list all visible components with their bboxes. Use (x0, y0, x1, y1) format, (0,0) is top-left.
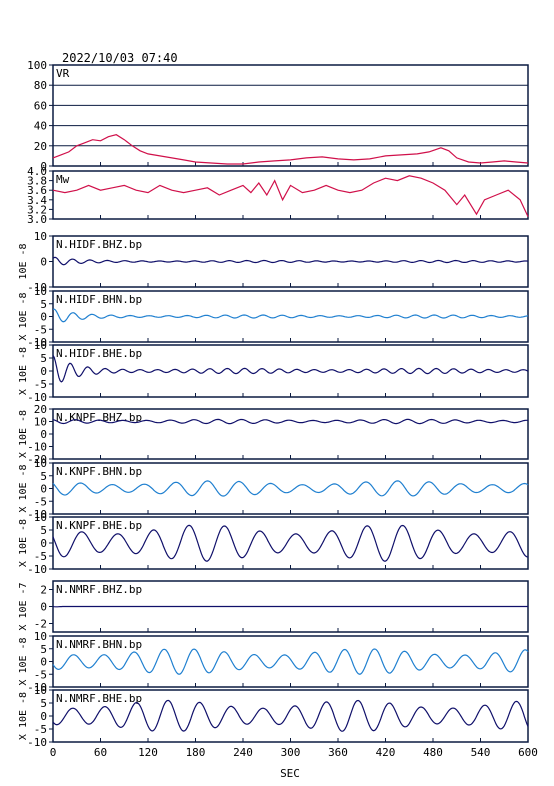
series-line-nmrf_bhn (53, 649, 528, 674)
y-tick-label-knpf_bhe-3: -5 (34, 550, 47, 563)
y-tick-label-hidf_bhe-3: -5 (34, 378, 47, 391)
y-axis-label-hidf_bhe: X 10E -8 (18, 347, 29, 395)
y-tick-label-nmrf_bhe-1: 5 (40, 697, 47, 710)
x-tick-label-0: 0 (50, 746, 57, 759)
y-tick-label-hidf_bhn-0: 10 (34, 285, 47, 298)
y-tick-label-hidf_bhn-1: 5 (40, 298, 47, 311)
y-tick-label-knpf_bhe-0: 10 (34, 511, 47, 524)
y-tick-label-vr-2: 60 (34, 99, 47, 112)
y-tick-label-vr-4: 20 (34, 140, 47, 153)
y-tick-label-knpf_bhz-2: 0 (40, 428, 47, 441)
y-axis-label-nmrf_bhn: X 10E -8 (18, 637, 29, 685)
y-tick-label-nmrf_bhz-2: -2 (34, 618, 47, 631)
x-tick-label-1: 60 (94, 746, 107, 759)
x-tick-label-10: 600 (518, 746, 538, 759)
panel-label-hidf_bhz: N.HIDF.BHZ.bp (56, 238, 142, 251)
panel-label-mw: Mw (56, 173, 70, 186)
y-tick-label-knpf_bhn-1: 5 (40, 470, 47, 483)
x-tick-label-5: 300 (281, 746, 301, 759)
y-tick-label-hidf_bhe-1: 5 (40, 352, 47, 365)
y-axis-label-hidf_bhn: X 10E -8 (18, 292, 29, 340)
panel-label-vr: VR (56, 67, 70, 80)
y-tick-label-vr-1: 80 (34, 79, 47, 92)
x-axis-label: SEC (280, 767, 300, 780)
y-axis-label-nmrf_bhe: X 10E -8 (18, 692, 29, 740)
panel-label-nmrf_bhe: N.NMRF.BHE.bp (56, 692, 142, 705)
series-line-vr (53, 135, 528, 164)
y-tick-label-knpf_bhe-4: -10 (27, 563, 47, 576)
y-axis-label-knpf_bhn: X 10E -8 (18, 464, 29, 512)
y-tick-label-nmrf_bhz-1: 0 (40, 601, 47, 614)
y-axis-label-nmrf_bhz: X 10E -7 (18, 582, 29, 630)
y-axis-label-hidf_bhz: 10E -8 (18, 243, 29, 279)
y-tick-label-nmrf_bhz-0: 2 (40, 584, 47, 597)
panel-frame-vr (53, 65, 528, 166)
series-line-knpf_bhn (53, 481, 528, 496)
y-tick-label-nmrf_bhe-2: 0 (40, 710, 47, 723)
y-tick-label-knpf_bhe-1: 5 (40, 524, 47, 537)
y-tick-label-hidf_bhe-0: 10 (34, 339, 47, 352)
y-tick-label-vr-0: 100 (27, 59, 47, 72)
y-axis-label-knpf_bhe: X 10E -8 (18, 519, 29, 567)
y-tick-label-nmrf_bhn-3: -5 (34, 668, 47, 681)
x-tick-label-8: 480 (423, 746, 443, 759)
y-tick-label-nmrf_bhe-3: -5 (34, 723, 47, 736)
series-line-mw (53, 176, 528, 217)
y-tick-label-nmrf_bhe-4: -10 (27, 736, 47, 749)
y-tick-label-hidf_bhn-3: -5 (34, 323, 47, 336)
x-tick-label-7: 420 (376, 746, 396, 759)
timestamp: 2022/10/03 07:40 (62, 51, 178, 65)
panel-label-hidf_bhn: N.HIDF.BHN.bp (56, 293, 142, 306)
panel-label-knpf_bhn: N.KNPF.BHN.bp (56, 465, 142, 478)
series-line-hidf_bhz (53, 257, 528, 264)
y-tick-label-knpf_bhn-0: 10 (34, 457, 47, 470)
y-tick-label-nmrf_bhn-1: 5 (40, 643, 47, 656)
y-tick-label-knpf_bhz-3: -10 (27, 441, 47, 454)
series-line-hidf_bhn (53, 309, 528, 322)
y-tick-label-nmrf_bhe-0: 10 (34, 684, 47, 697)
y-tick-label-vr-3: 40 (34, 120, 47, 133)
y-tick-label-hidf_bhz-1: 0 (40, 256, 47, 269)
y-tick-label-nmrf_bhn-2: 0 (40, 656, 47, 669)
y-tick-label-nmrf_bhn-0: 10 (34, 630, 47, 643)
y-tick-label-knpf_bhn-3: -5 (34, 495, 47, 508)
y-axis-label-knpf_bhz: X 10E -8 (18, 410, 29, 458)
panel-label-nmrf_bhn: N.NMRF.BHN.bp (56, 638, 142, 651)
y-tick-label-knpf_bhn-2: 0 (40, 483, 47, 496)
y-tick-label-knpf_bhz-1: 10 (34, 416, 47, 429)
x-tick-label-3: 180 (186, 746, 206, 759)
y-tick-label-hidf_bhe-2: 0 (40, 365, 47, 378)
x-tick-label-6: 360 (328, 746, 348, 759)
y-tick-label-mw-5: 3.0 (27, 213, 47, 226)
y-tick-label-hidf_bhz-0: 10 (34, 230, 47, 243)
y-tick-label-hidf_bhn-2: 0 (40, 311, 47, 324)
y-tick-label-knpf_bhz-0: 20 (34, 403, 47, 416)
x-tick-label-4: 240 (233, 746, 253, 759)
panel-label-hidf_bhe: N.HIDF.BHE.bp (56, 347, 142, 360)
x-tick-label-9: 540 (471, 746, 491, 759)
panel-label-knpf_bhe: N.KNPF.BHE.bp (56, 519, 142, 532)
y-tick-label-knpf_bhe-2: 0 (40, 537, 47, 550)
series-line-nmrf_bhe (53, 700, 528, 731)
x-tick-label-2: 120 (138, 746, 158, 759)
panel-frame-mw (53, 171, 528, 219)
panel-label-nmrf_bhz: N.NMRF.BHZ.bp (56, 583, 142, 596)
